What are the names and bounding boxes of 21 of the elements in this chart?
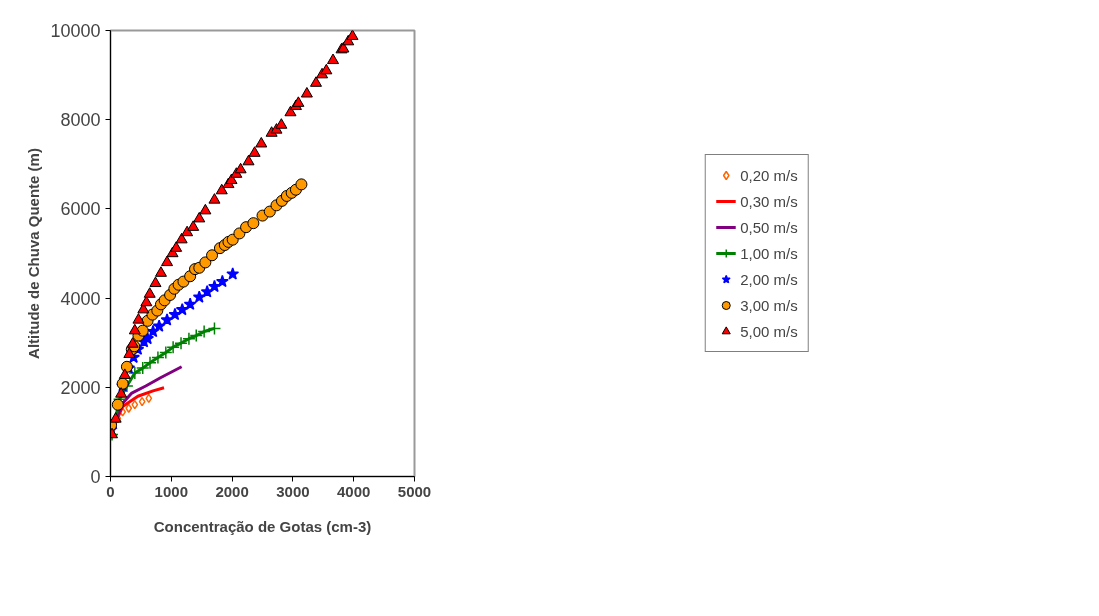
x-tick-label: 1000	[154, 482, 188, 500]
y-tick-label: 8000	[60, 110, 101, 131]
legend-label: 0,20 m/s	[740, 166, 798, 184]
x-tick-label: 5000	[397, 482, 432, 500]
y-tick-label: 10000	[50, 21, 101, 41]
legend-label: 3,00 m/s	[740, 296, 798, 314]
x-axis-title: Concentração de Gotas (cm-3)	[153, 517, 372, 535]
y-axis-title: Altitude de Chuva Quente (m)	[25, 148, 43, 359]
legend-label: 5,00 m/s	[740, 322, 798, 340]
legend-label: 2,00 m/s	[740, 270, 798, 288]
y-tick-label: 4000	[60, 288, 101, 309]
legend-label: 0,30 m/s	[740, 192, 798, 210]
y-tick-label: 2000	[60, 377, 101, 398]
x-tick-label: 2000	[215, 482, 249, 500]
legend-label: 1,00 m/s	[740, 244, 798, 262]
x-tick-label: 3000	[276, 482, 310, 500]
x-tick-label: 0	[106, 482, 115, 500]
x-tick-label: 4000	[337, 482, 371, 500]
legend-label: 0,50 m/s	[740, 218, 798, 236]
y-tick-label: 0	[90, 467, 101, 487]
y-tick-label: 6000	[60, 199, 101, 220]
